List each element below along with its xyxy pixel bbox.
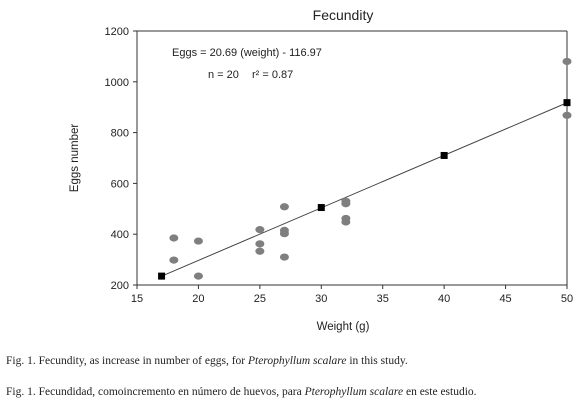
data-point bbox=[279, 203, 289, 211]
y-tick-label: 400 bbox=[111, 229, 129, 241]
data-point-square bbox=[317, 204, 325, 212]
fecundity-chart: Fecundity 15 20 25 30 35 40 45 50 200 400 600 800 10… bbox=[69, 7, 574, 333]
regression-line bbox=[161, 102, 568, 277]
data-point bbox=[279, 253, 289, 261]
y-tick-label: 600 bbox=[111, 178, 129, 190]
data-point-square bbox=[158, 272, 166, 280]
figure-caption-spanish: Fig. 1. Fecundidad, comoincremento en nú… bbox=[6, 386, 576, 398]
y-tick-label: 1200 bbox=[105, 26, 129, 38]
equation-annotation: Eggs = 20.69 (weight) - 116.97 bbox=[172, 47, 322, 59]
caption-es-suffix: en este estudio. bbox=[403, 386, 477, 398]
x-tick-label: 25 bbox=[254, 293, 266, 305]
caption-es-prefix: Fig. 1. Fecundidad, comoincremento en nú… bbox=[6, 386, 305, 398]
x-tick-label: 35 bbox=[377, 293, 389, 305]
data-point bbox=[562, 57, 572, 66]
x-tick-label: 15 bbox=[131, 293, 143, 305]
x-tick-label: 40 bbox=[438, 293, 450, 305]
y-tick-label: 200 bbox=[111, 280, 129, 292]
data-point bbox=[562, 111, 572, 119]
data-point-square bbox=[563, 99, 571, 107]
data-point bbox=[255, 247, 265, 255]
data-point-square bbox=[440, 151, 448, 159]
x-tick-label: 50 bbox=[561, 293, 573, 305]
chart-title: Fecundity bbox=[313, 7, 374, 23]
data-point bbox=[279, 230, 289, 238]
x-tick-label: 20 bbox=[192, 293, 204, 305]
plot-area: 15 20 25 30 35 40 45 50 200 400 600 800 1000 1200 bbox=[105, 26, 574, 305]
caption-en-species: Pterophyllum scalare bbox=[247, 355, 347, 367]
data-point bbox=[193, 237, 203, 245]
data-point bbox=[255, 240, 265, 248]
data-point bbox=[255, 226, 265, 234]
y-tick-label: 1000 bbox=[105, 77, 129, 89]
r2-annotation: r² = 0.87 bbox=[252, 69, 293, 81]
caption-en-prefix: Fig. 1. Fecundity, as increase in number… bbox=[6, 355, 248, 367]
y-axis-label: Eggs number bbox=[69, 124, 81, 193]
x-tick-label: 30 bbox=[315, 293, 327, 305]
n-annotation: n = 20 bbox=[208, 69, 239, 81]
data-point bbox=[341, 218, 351, 226]
x-axis-label: Weight (g) bbox=[317, 321, 370, 333]
data-point bbox=[193, 272, 203, 280]
x-tick-label: 45 bbox=[499, 293, 511, 305]
figure-caption-english: Fig. 1. Fecundity, as increase in number… bbox=[6, 355, 576, 367]
caption-en-suffix: in this study. bbox=[346, 355, 408, 367]
caption-es-species: Pterophyllum scalare bbox=[304, 386, 404, 398]
data-point bbox=[169, 234, 179, 242]
y-tick-label: 800 bbox=[111, 128, 129, 140]
data-point bbox=[169, 256, 179, 264]
data-point bbox=[341, 200, 351, 208]
